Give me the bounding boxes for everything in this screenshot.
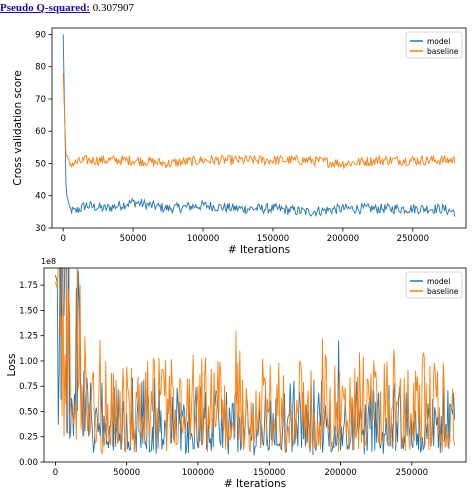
chart-2: 0 50000 100000 150000 200000 250000 0.00 0.25 0.… xyxy=(6,257,467,490)
pseudo-q-squared-link[interactable]: Pseudo Q-squared: xyxy=(0,2,90,14)
chart-1: 0 50000 100000 150000 200000 250000 30 40 50 60 70… xyxy=(12,27,467,256)
x-tick-label: 150000 xyxy=(253,468,285,478)
y-tick-label: 0.50 xyxy=(19,407,38,417)
x-tick-label: 0 xyxy=(60,234,65,244)
x-axis-label: # Iterations xyxy=(224,478,286,490)
legend-label-model: model xyxy=(427,37,450,46)
legend-label-model: model xyxy=(427,277,450,286)
y-tick-label: 40 xyxy=(35,192,46,202)
series-line-model xyxy=(54,268,456,456)
legend-label-baseline: baseline xyxy=(427,287,459,296)
plot-frame xyxy=(51,27,467,229)
y-axis-label: Loss xyxy=(6,353,18,376)
y-tick-label: 50 xyxy=(35,159,46,169)
series-line-baseline xyxy=(54,268,456,456)
y-offset-label: 1e8 xyxy=(41,257,56,266)
y-tick-label: 0.75 xyxy=(19,382,38,392)
y-tick-label: 30 xyxy=(35,224,46,234)
x-tick-label: 100000 xyxy=(182,468,214,478)
plot-frame xyxy=(43,267,467,463)
y-tick-label: 0.00 xyxy=(19,458,38,468)
y-tick-label: 80 xyxy=(35,63,46,73)
series-line-model xyxy=(62,34,456,218)
series-line-baseline xyxy=(62,73,456,170)
y-tick-label: 1.00 xyxy=(19,357,38,367)
x-tick-label: 150000 xyxy=(257,234,289,244)
y-axis-label: Cross validation score xyxy=(12,70,24,185)
x-tick-label: 250000 xyxy=(396,468,428,478)
x-tick-label: 50000 xyxy=(113,468,140,478)
y-tick-label: 1.25 xyxy=(19,332,38,342)
x-tick-label: 250000 xyxy=(397,234,429,244)
x-tick-label: 50000 xyxy=(120,234,147,244)
y-tick-label: 90 xyxy=(35,30,46,40)
x-tick-label: 200000 xyxy=(324,468,356,478)
y-tick-label: 0.25 xyxy=(19,433,38,443)
pseudo-q-squared-value: 0.307907 xyxy=(92,2,134,14)
x-tick-label: 0 xyxy=(53,468,58,478)
pseudo-q-squared-line: Pseudo Q-squared: 0.307907 xyxy=(0,0,134,16)
legend-label-baseline: baseline xyxy=(427,47,459,56)
y-tick-label: 1.50 xyxy=(19,306,38,316)
y-tick-label: 1.75 xyxy=(19,281,38,291)
y-tick-label: 70 xyxy=(35,95,46,105)
y-tick-label: 60 xyxy=(35,127,46,137)
x-tick-label: 100000 xyxy=(187,234,219,244)
x-tick-label: 200000 xyxy=(327,234,359,244)
x-axis-label: # Iterations xyxy=(228,244,290,256)
